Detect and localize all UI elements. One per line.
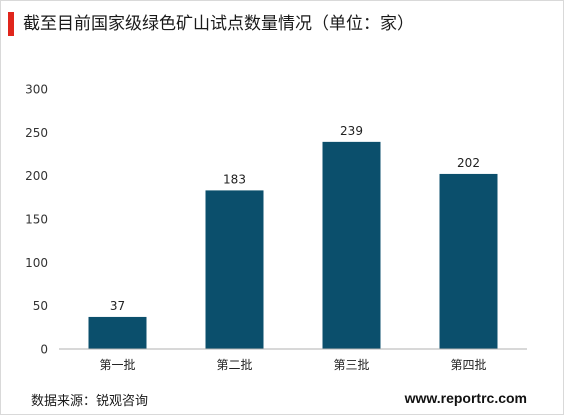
- x-tick-label: 第三批: [333, 357, 369, 372]
- x-tick-label: 第四批: [450, 357, 486, 372]
- bar: [322, 141, 381, 349]
- y-tick-label: 200: [25, 169, 48, 183]
- y-tick-label: 0: [40, 343, 48, 357]
- chart-title: 截至目前国家级绿色矿山试点数量情况（单位：家）: [23, 14, 414, 34]
- data-label: 183: [223, 172, 246, 186]
- brand-url: www.reportrc.com: [404, 390, 527, 406]
- y-tick-label: 100: [25, 256, 48, 270]
- bar: [88, 316, 147, 349]
- x-tick-label: 第二批: [216, 357, 252, 372]
- title-accent-bar: [8, 12, 14, 36]
- source-note: 数据来源：锐观咨询: [31, 394, 149, 409]
- data-label: 202: [457, 156, 480, 170]
- y-tick-label: 50: [33, 299, 48, 313]
- data-label: 239: [340, 124, 363, 138]
- bar: [205, 190, 264, 349]
- data-label: 37: [110, 299, 125, 313]
- y-tick-label: 300: [25, 83, 48, 97]
- y-tick-label: 250: [25, 126, 48, 140]
- y-tick-label: 150: [25, 213, 48, 227]
- bar: [439, 173, 498, 349]
- bar-chart: 0 50 100 150 200 250 300 37 第一批 183 第二批 239 第三批 202 第四…: [25, 83, 527, 372]
- x-tick-label: 第一批: [99, 357, 135, 372]
